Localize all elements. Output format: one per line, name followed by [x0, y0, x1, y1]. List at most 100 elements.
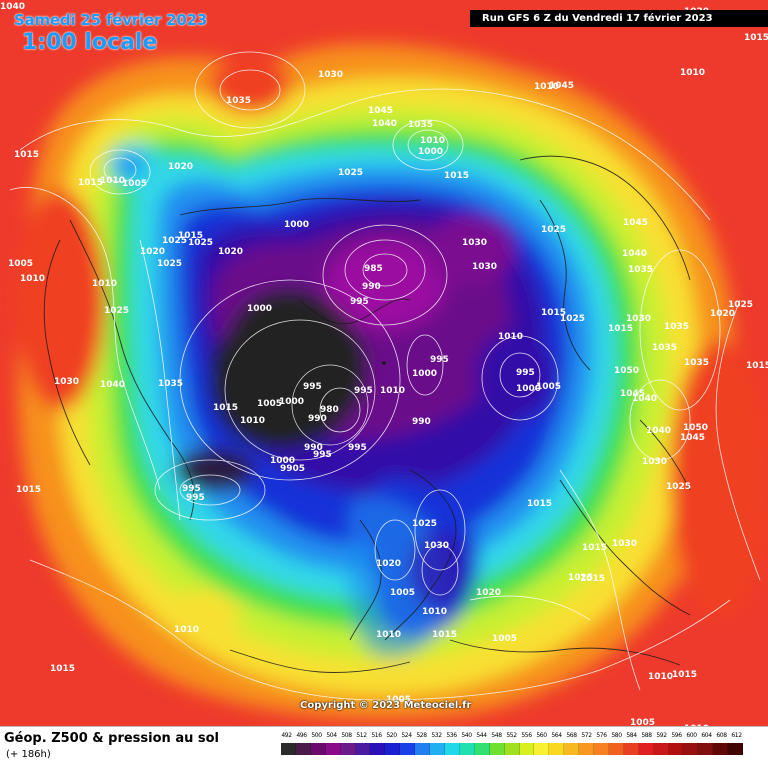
- scale-label: 556: [521, 732, 532, 739]
- pressure-label: 1015: [746, 361, 768, 371]
- pressure-label: 1000: [279, 397, 304, 407]
- scale-label: 600: [686, 732, 697, 739]
- scale-label: 512: [356, 732, 367, 739]
- pressure-label: 1000: [516, 384, 541, 394]
- pressure-label: 1045: [623, 218, 648, 228]
- scale-swatch: [459, 743, 475, 755]
- pressure-label: 1010: [376, 630, 401, 640]
- scale-label: 524: [401, 732, 412, 739]
- scale-label: 500: [311, 732, 322, 739]
- pressure-label: 1025: [338, 168, 363, 178]
- pressure-label: 995: [348, 443, 367, 453]
- legend-subtitle: (+ 186h): [6, 749, 51, 760]
- pressure-label: 1035: [628, 265, 653, 275]
- pressure-label: 1045: [680, 433, 705, 443]
- pressure-label: 1015: [672, 670, 697, 680]
- scale-label: 528: [416, 732, 427, 739]
- scale-swatch: [623, 743, 639, 755]
- pressure-label: 1020: [376, 559, 401, 569]
- pressure-label: 1045: [368, 106, 393, 116]
- weather-map: 1030 1035 1015 1015 1010 1005 1020 1015 1025 1025…: [0, 0, 768, 726]
- pressure-label: 1010: [648, 672, 673, 682]
- pressure-label: 1005: [630, 718, 655, 726]
- copyright-text: Copyright © 2023 Meteociel.fr: [300, 700, 472, 711]
- pressure-label: 995: [430, 355, 449, 365]
- pressure-label: 1050: [683, 423, 708, 433]
- pressure-label: 1025: [666, 482, 691, 492]
- pressure-label: 1015: [444, 171, 469, 181]
- forecast-date: Samedi 25 février 2023: [14, 11, 208, 29]
- pressure-label: 1030: [424, 541, 449, 551]
- pressure-label: 1025: [188, 238, 213, 248]
- scale-swatch: [594, 743, 609, 755]
- scale-swatch: [400, 743, 416, 755]
- model-run-label: Run GFS 6 Z du Vendredi 17 février 2023: [470, 10, 768, 27]
- pressure-label: 1020: [140, 247, 165, 257]
- pressure-label: 1030: [612, 539, 637, 549]
- scale-swatch: [698, 743, 714, 755]
- forecast-time: 1:00 locale: [22, 30, 158, 55]
- pressure-label: 1040: [622, 249, 647, 259]
- pressure-label: 1020: [218, 247, 243, 257]
- scale-swatch: [713, 743, 729, 755]
- pressure-label: 1040: [632, 394, 657, 404]
- pressure-label: 1040: [100, 380, 125, 390]
- pressure-label: 985: [364, 264, 383, 274]
- legend-bar: Géop. Z500 & pression au sol (+ 186h) 49…: [0, 726, 768, 769]
- pressure-label: 1045: [549, 81, 574, 91]
- pressure-label: 1010: [174, 625, 199, 635]
- scale-swatch: [370, 743, 386, 755]
- pressure-label: 1025: [162, 236, 187, 246]
- pressure-label: 1015: [178, 231, 203, 241]
- scale-label: 584: [626, 732, 637, 739]
- pressure-label: 1050: [614, 366, 639, 376]
- scale-label: 560: [536, 732, 547, 739]
- pressure-label: 990: [304, 443, 323, 453]
- pressure-label: 1020: [168, 162, 193, 172]
- scale-label: 504: [326, 732, 337, 739]
- pressure-label: 990: [362, 282, 381, 292]
- scale-label: 540: [461, 732, 472, 739]
- scale-label: 580: [611, 732, 622, 739]
- scale-swatch: [430, 743, 445, 755]
- pressure-label: 995: [313, 450, 332, 460]
- scale-swatch: [683, 743, 699, 755]
- pressure-label: 1015: [14, 150, 39, 160]
- pressure-label: 1030: [626, 314, 651, 324]
- pressure-label: 1040: [0, 2, 25, 12]
- scale-swatch: [608, 743, 624, 755]
- pressure-label: 1015: [213, 403, 238, 413]
- pressure-label: 1015: [744, 33, 768, 43]
- scale-label: 492: [281, 732, 292, 739]
- scale-label: 588: [641, 732, 652, 739]
- pressure-label: 1020: [710, 309, 735, 319]
- pressure-label: 1015: [582, 543, 607, 553]
- scale-label: 568: [566, 732, 577, 739]
- isobars: [9, 51, 761, 701]
- pressure-label: 1015: [541, 308, 566, 318]
- pressure-label: 1010: [420, 136, 445, 146]
- scale-label: 508: [341, 732, 352, 739]
- pressure-label: 1025: [541, 225, 566, 235]
- pressure-label: 1005: [536, 382, 561, 392]
- pressure-label: 1000: [270, 456, 295, 466]
- pressure-label: 1005: [8, 259, 33, 269]
- pressure-label: 1015: [16, 485, 41, 495]
- scale-label: 520: [386, 732, 397, 739]
- pressure-label: 1010: [498, 332, 523, 342]
- color-scale: 492 496 500 504 508 512 516 520 524 528 532 536 540 5…: [281, 732, 744, 762]
- scale-label: 608: [716, 732, 727, 739]
- pressure-label: 1015: [608, 324, 633, 334]
- pressure-label: 1035: [652, 343, 677, 353]
- pressure-label: 1035: [684, 358, 709, 368]
- coastlines: [43, 155, 691, 673]
- scale-label: 548: [491, 732, 502, 739]
- pressure-label: 1010: [380, 386, 405, 396]
- pressure-label: 1025: [412, 519, 437, 529]
- scale-swatch: [355, 743, 371, 755]
- scale-label: 536: [446, 732, 457, 739]
- z500-color-field: [15, 43, 768, 720]
- pressure-label: 1005: [257, 399, 282, 409]
- pressure-label: 1015: [580, 574, 605, 584]
- scale-swatch: [519, 743, 535, 755]
